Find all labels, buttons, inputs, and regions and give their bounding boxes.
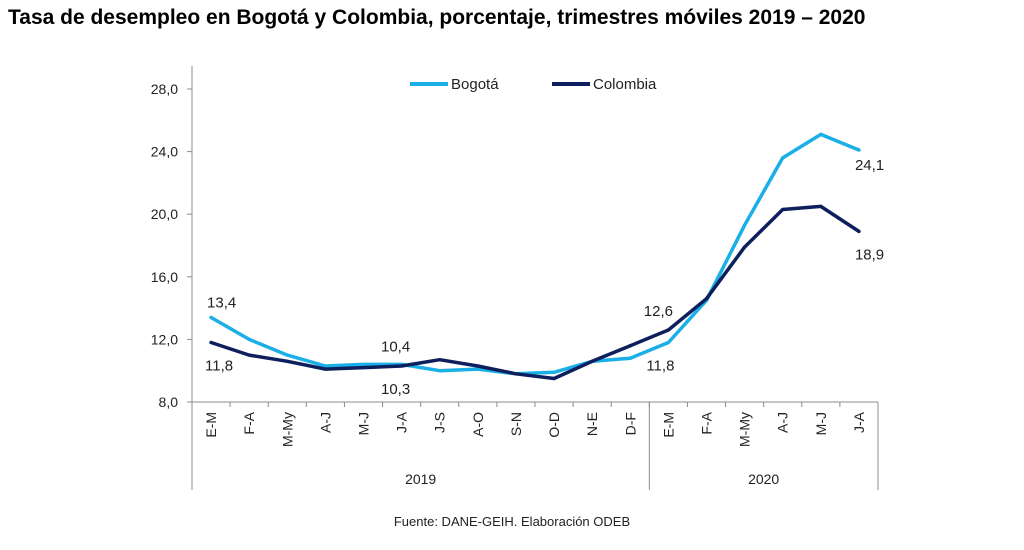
x-tick-label: M-My <box>279 412 295 447</box>
y-tick-label: 12,0 <box>151 331 178 347</box>
data-point <box>857 148 861 152</box>
data-point <box>285 359 289 363</box>
data-point <box>514 372 518 376</box>
source-note: Fuente: DANE-GEIH. Elaboración ODEB <box>393 514 631 529</box>
data-point <box>361 365 366 370</box>
x-tick-label: D-F <box>622 412 638 435</box>
y-tick-label: 24,0 <box>151 144 178 160</box>
data-point <box>819 204 823 208</box>
data-label: 10,4 <box>381 338 410 355</box>
data-point <box>247 337 251 341</box>
data-point <box>247 353 251 357</box>
data-point <box>666 340 670 345</box>
legend: Bogotá Colombia <box>410 76 657 93</box>
x-tick-label: A-O <box>470 412 486 437</box>
x-tick-label: M-J <box>813 412 829 435</box>
data-label: 11,8 <box>646 358 674 375</box>
y-tick-label: 20,0 <box>151 206 178 222</box>
x-tick-label: F-A <box>241 411 257 434</box>
legend-label-colombia: Colombia <box>593 76 657 93</box>
x-tick-label: M-My <box>737 412 753 447</box>
x-tick-label: A-J <box>317 412 333 433</box>
series-lines <box>209 132 861 381</box>
x-tick-label: A-J <box>775 412 791 433</box>
y-tick-label: 8,0 <box>159 394 179 410</box>
data-point <box>552 370 556 374</box>
data-point <box>781 207 785 212</box>
data-point <box>476 364 480 368</box>
group-label: 2019 <box>405 471 436 487</box>
data-point <box>666 328 670 332</box>
data-label: 11,8 <box>205 358 233 375</box>
data-point <box>209 315 213 320</box>
data-label: 10,3 <box>381 381 410 398</box>
data-point <box>476 367 480 371</box>
x-tick-label: E-M <box>203 412 219 438</box>
data-labels: 13,4 11,8 10,4 10,3 12,6 11,8 24,1 18,9 <box>205 157 884 398</box>
x-tick-label: M-J <box>356 412 372 435</box>
y-axis: 8,0 12,0 16,0 20,0 24,0 28,0 <box>151 66 193 410</box>
data-label: 12,6 <box>644 303 673 320</box>
x-tick-label: S-N <box>508 412 524 436</box>
data-point <box>819 132 823 136</box>
x-tick-label: J-A <box>851 411 867 433</box>
data-point <box>285 353 289 357</box>
legend-label-bogota: Bogotá <box>451 76 499 93</box>
data-label: 18,9 <box>855 246 884 263</box>
data-label: 13,4 <box>207 294 236 311</box>
data-point <box>743 245 747 249</box>
data-point <box>857 229 861 234</box>
chart-title: Tasa de desempleo en Bogotá y Colombia, … <box>8 6 866 29</box>
y-tick-label: 16,0 <box>151 269 178 285</box>
data-point <box>628 356 632 360</box>
data-point <box>361 362 366 367</box>
data-point <box>704 297 709 301</box>
data-point <box>400 364 404 368</box>
x-tick-label: N-E <box>584 412 600 436</box>
data-point <box>323 364 327 368</box>
x-tick-label: O-D <box>546 412 562 438</box>
data-point <box>781 156 785 160</box>
x-tick-label: J-A <box>394 411 410 433</box>
x-axis: E-M F-A M-My A-J M-J J-A J-S A-O S-N O-D N-E D-F E-M… <box>191 401 879 490</box>
data-point <box>628 344 632 348</box>
data-point <box>743 223 747 227</box>
x-tick-label: F-A <box>699 411 715 434</box>
series-line-bogota <box>209 132 861 376</box>
data-point <box>438 369 442 373</box>
data-point <box>438 358 442 362</box>
data-label: 24,1 <box>855 157 884 174</box>
data-point <box>209 340 213 345</box>
group-label: 2020 <box>748 471 779 487</box>
x-tick-label: J-S <box>432 412 448 433</box>
y-tick-label: 28,0 <box>151 81 178 97</box>
data-point <box>552 376 556 381</box>
data-point <box>323 367 327 371</box>
series-line-colombia <box>209 204 861 381</box>
data-point <box>590 359 594 363</box>
x-tick-label: E-M <box>660 412 676 438</box>
